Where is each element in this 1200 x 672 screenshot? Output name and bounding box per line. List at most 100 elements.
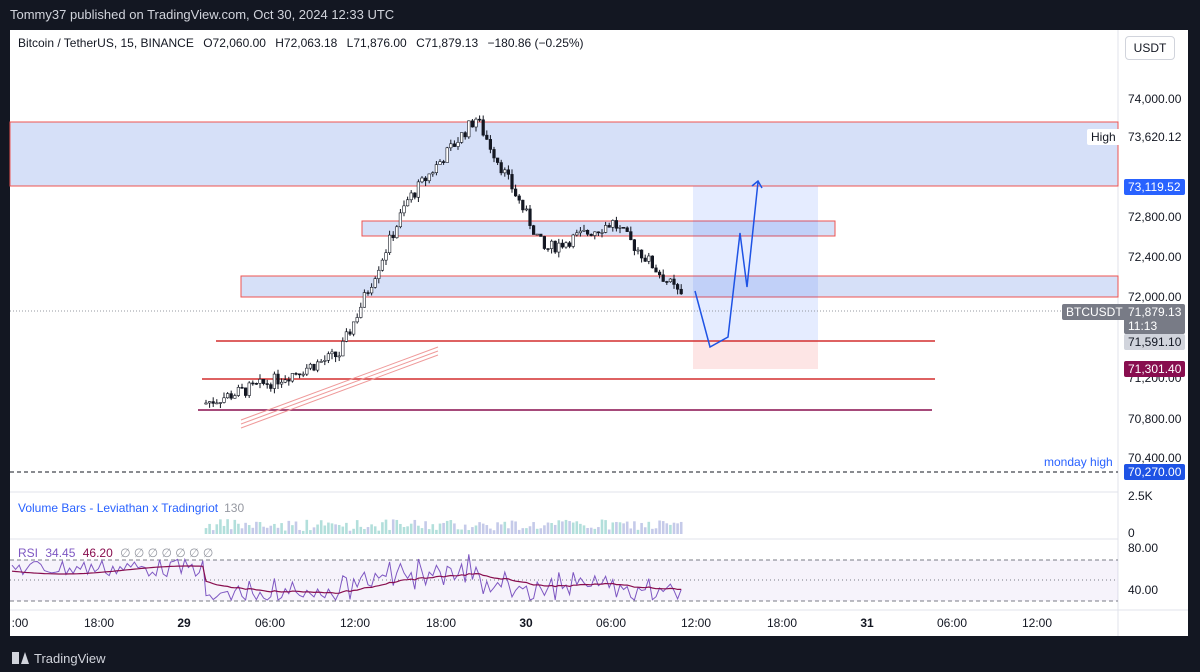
candle-up [582,229,586,232]
candle-down [499,162,503,174]
candle-up [362,292,367,308]
ohlc-close: C71,879.13 [416,36,479,50]
volume-bar [424,521,427,534]
symbol-title: Bitcoin / TetherUS, 15, BINANCE [18,36,194,50]
candle-down [629,231,633,241]
rsi-tick: 40.00 [1128,583,1159,597]
volume-legend[interactable]: Volume Bars - Leviathan x Tradingriot 130 [18,501,244,515]
candle-down [510,174,514,190]
candle-up [575,232,579,236]
volume-bar [485,525,489,534]
volume-bar [388,529,391,534]
candle-down [391,234,395,239]
candle-up [369,287,374,294]
tradingview-logo[interactable]: TradingView [12,651,106,666]
volume-bar [604,520,607,534]
volume-bar [643,527,647,534]
volume-bar [532,522,535,534]
candle-up [319,361,323,363]
candle-down [553,240,557,253]
candle-down [366,292,370,294]
time-tick-day: 30 [519,616,533,630]
volume-bar [460,529,463,534]
candle-up [618,227,622,229]
volume-bar [406,526,409,534]
volume-bar [514,521,517,534]
volume-bar [309,530,312,534]
candle-down [470,120,475,128]
volume-bar [672,522,676,534]
ohlc-high: H72,063.18 [275,36,338,50]
volume-bar [265,527,269,534]
volume-bar [301,530,305,534]
candle-down [589,233,593,236]
volume-bar [489,528,492,534]
volume-bar [582,525,586,534]
candle-down [269,384,273,389]
candle-down [265,383,269,385]
candle-down [423,177,428,182]
candle-down [312,363,316,371]
candle-down [654,267,658,273]
candle-up [456,142,460,147]
volume-bar [543,525,546,534]
candle-up [305,367,309,375]
candle-up [557,242,561,253]
volume-bar [255,521,258,534]
volume-bar [251,527,255,534]
candle-down [488,139,493,150]
volume-bar [377,530,381,534]
volume-bar [607,529,611,534]
candle-up [603,225,608,233]
candle-up [427,173,431,182]
candle-down [294,373,298,375]
rsi-value: 34.45 [45,546,76,560]
candle-down [251,382,255,385]
price-change: −180.86 (−0.25%) [487,36,584,50]
currency-button[interactable]: USDT [1125,36,1175,60]
volume-bar [579,523,582,534]
volume-value: 130 [224,501,245,515]
volume-bar [474,525,478,534]
candle-up [380,259,385,271]
candle-up [524,208,528,211]
volume-bar [312,527,316,534]
volume-bar [654,528,658,534]
volume-label: Volume Bars - Leviathan x Tradingriot [18,501,219,515]
volume-bars [204,519,683,534]
candle-down [672,278,676,285]
time-tick: 06:00 [936,616,968,630]
candle-up [438,161,442,165]
volume-bar [363,529,366,534]
price-tick: 72,800.00 [1128,210,1182,224]
projection-arrowhead [751,179,763,189]
footer-bar: TradingView [0,644,1200,672]
candle-up [315,361,320,371]
time-tick: 12:00 [680,616,712,630]
time-tick: 06:00 [595,616,627,630]
candle-down [463,132,467,138]
volume-bar [449,520,453,534]
candle-down [452,143,457,147]
volume-bar [229,529,233,534]
candle-down [665,281,669,283]
candle-up [351,321,356,335]
volume-bar [384,519,388,534]
trend-channel-1 [240,346,439,421]
volume-bar [564,519,568,534]
ohlc-low: L71,876.00 [346,36,407,50]
candle-down [517,195,521,201]
candle-down [261,378,266,384]
time-tick: 18:00 [425,616,457,630]
time-tick: :00 [11,616,29,630]
volume-bar [330,523,334,534]
rsi-legend[interactable]: RSI 34.45 46.20 ∅ ∅ ∅ ∅ ∅ ∅ ∅ [18,546,213,560]
candle-up [402,205,406,214]
volume-bar [618,522,622,534]
trend-channel-2 [240,350,439,425]
candle-up [283,379,287,383]
volume-bar [586,527,589,534]
candle-down [650,255,654,269]
volume-bar [366,527,370,534]
